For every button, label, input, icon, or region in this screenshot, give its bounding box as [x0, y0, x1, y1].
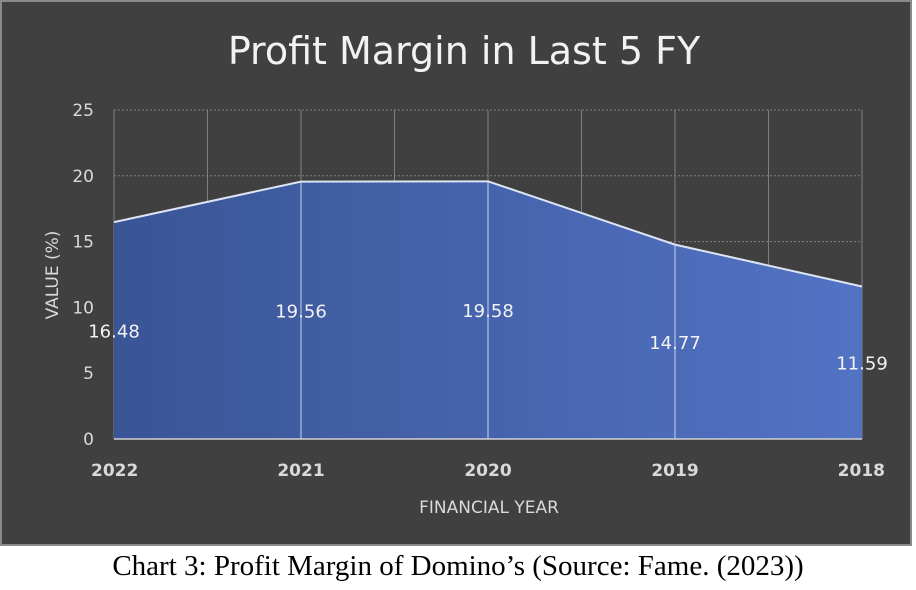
y-tick-label: 0 — [83, 430, 94, 450]
area-top-line — [113, 180, 863, 288]
y-tick-label: 10 — [72, 298, 94, 318]
x-axis-label: FINANCIAL YEAR — [419, 498, 559, 518]
data-label: 19.58 — [462, 301, 514, 322]
y-tick-label: 25 — [72, 101, 94, 121]
data-label: 19.56 — [275, 301, 327, 322]
x-tick-label: 2020 — [464, 461, 511, 481]
y-tick-label: 5 — [83, 364, 94, 384]
data-label: 16.48 — [88, 322, 140, 343]
x-tick-label: 2022 — [91, 461, 138, 481]
y-tick-label: 15 — [72, 233, 94, 253]
x-axis-ticks: 2022 2021 2020 2019 2018 — [91, 461, 885, 481]
y-tick-label: 20 — [72, 167, 94, 187]
chart-title: Profit Margin in Last 5 FY — [228, 29, 701, 73]
chart-panel: Profit Margin in Last 5 FY 0 5 10 15 20 25 20… — [0, 0, 912, 546]
x-tick-label: 2019 — [651, 461, 698, 481]
data-labels: 16.48 19.56 19.58 14.77 11.59 — [88, 301, 888, 375]
area-series — [113, 180, 863, 440]
x-tick-label: 2018 — [838, 461, 885, 481]
figure-caption: Chart 3: Profit Margin of Domino’s (Sour… — [112, 550, 804, 582]
data-label: 14.77 — [649, 333, 701, 354]
y-axis-label: VALUE (%) — [43, 231, 63, 320]
profit-margin-area-chart: Profit Margin in Last 5 FY 0 5 10 15 20 25 20… — [43, 29, 888, 518]
x-tick-label: 2021 — [277, 461, 324, 481]
y-axis-ticks: 0 5 10 15 20 25 — [72, 101, 94, 450]
data-label: 11.59 — [836, 354, 888, 375]
